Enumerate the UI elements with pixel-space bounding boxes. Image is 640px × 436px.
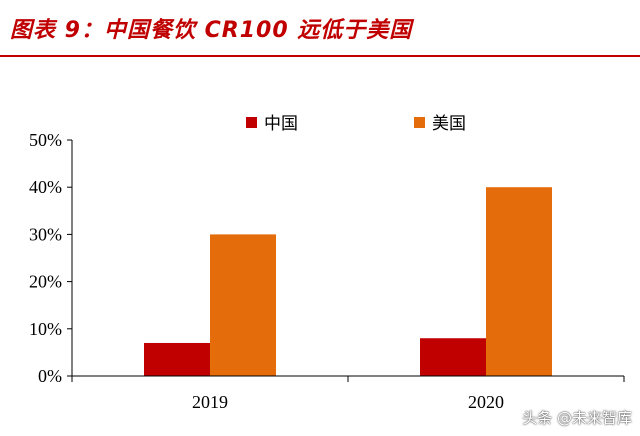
x-axis: 2019 2020 (71, 375, 625, 412)
y-tick-label: 0% (38, 366, 62, 386)
x-tick-label: 2019 (192, 392, 228, 412)
y-tick-label: 10% (29, 319, 62, 339)
legend-label: 中国 (264, 114, 298, 134)
legend-swatch (246, 117, 257, 128)
y-tick-label: 20% (29, 272, 62, 292)
title-underline (0, 55, 640, 57)
legend-swatch (414, 117, 425, 128)
y-axis: 0% 10% 20% 30% 40% 50% (29, 130, 73, 386)
y-tick-label: 50% (29, 130, 62, 150)
legend-label: 美国 (432, 114, 466, 134)
bar-2019-1 (210, 234, 276, 376)
legend: 中国 美国 (246, 114, 466, 134)
bars (144, 187, 552, 376)
y-tick-label: 40% (29, 177, 62, 197)
bar-2019-0 (144, 342, 210, 376)
chart-title: 图表 9：中国餐饮 CR100 远低于美国 (10, 18, 413, 43)
x-tick-label: 2020 (468, 392, 504, 412)
bar-2020-1 (486, 187, 552, 376)
y-tick-label: 30% (29, 224, 62, 244)
watermark: 头条 @未来智库 (522, 409, 632, 427)
bar-2020-0 (420, 338, 486, 376)
